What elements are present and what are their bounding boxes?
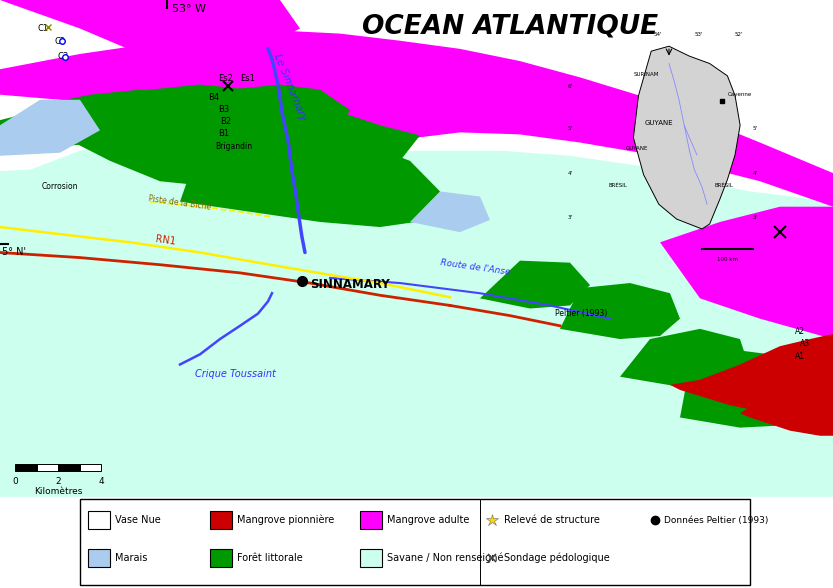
Bar [360,549,382,567]
Text: 4': 4' [753,171,758,176]
Polygon shape [750,370,833,423]
Text: C1: C1 [38,24,49,32]
Text: A1: A1 [795,352,805,362]
Polygon shape [680,349,800,427]
Text: B1: B1 [218,129,229,138]
Polygon shape [633,46,740,229]
Polygon shape [0,151,833,324]
Bar [210,511,232,529]
Text: C2: C2 [55,37,66,46]
Text: GUYANE: GUYANE [626,146,648,151]
Polygon shape [620,329,750,387]
Bar [58,464,79,472]
Text: Marais: Marais [115,553,147,563]
Polygon shape [0,192,833,497]
Text: Données Peltier (1993): Données Peltier (1993) [664,516,768,524]
Polygon shape [180,141,440,227]
Polygon shape [740,365,833,436]
FancyBboxPatch shape [80,499,750,585]
Text: Kilomètres: Kilomètres [34,487,82,496]
Text: Piste de la Biche: Piste de la Biche [148,194,212,212]
Polygon shape [0,89,200,151]
Text: 3': 3' [753,215,758,220]
Polygon shape [0,100,100,156]
Bar [79,464,101,472]
Text: Cayenne: Cayenne [727,92,751,96]
Text: Crique Toussaint: Crique Toussaint [195,369,276,379]
Text: 5': 5' [753,126,758,131]
Text: 2: 2 [55,477,61,486]
Text: B4: B4 [208,93,219,102]
Text: Route de l'Anse: Route de l'Anse [440,258,511,277]
Text: A2: A2 [795,327,805,336]
Text: 52': 52' [735,32,744,38]
Text: C3: C3 [58,52,69,61]
Text: Mangrove adulte: Mangrove adulte [387,515,469,525]
Text: 100 km: 100 km [717,257,738,262]
Bar [360,511,382,529]
Text: GUYANE: GUYANE [645,120,673,126]
Text: Es2: Es2 [218,75,233,83]
Polygon shape [0,0,300,59]
Polygon shape [0,85,420,186]
Polygon shape [200,85,350,135]
Text: B3: B3 [218,105,229,114]
Polygon shape [700,196,833,293]
Text: Savane / Non renseigné: Savane / Non renseigné [387,553,503,563]
Text: Peltier (1993): Peltier (1993) [555,309,607,318]
Text: Brigandin: Brigandin [215,142,252,151]
Text: 53': 53' [695,32,703,38]
Text: Es1: Es1 [240,75,255,83]
Polygon shape [0,131,400,232]
Polygon shape [0,31,833,207]
Text: BRÉSIL: BRÉSIL [608,183,627,188]
Text: SINNAMARY: SINNAMARY [310,278,390,291]
Text: 3': 3' [567,215,572,220]
Polygon shape [380,202,833,329]
Text: RN1: RN1 [155,233,177,246]
Text: Mangrove pionnière: Mangrove pionnière [237,515,334,525]
Text: Forêt littorale: Forêt littorale [237,553,302,563]
Polygon shape [660,207,833,339]
Bar [15,464,37,472]
Polygon shape [560,283,680,339]
Text: 0: 0 [12,477,17,486]
Text: OCEAN ATLANTIQUE: OCEAN ATLANTIQUE [362,14,658,39]
Text: Relevé de structure: Relevé de structure [504,515,600,525]
Text: 54': 54' [654,32,662,38]
Bar [210,549,232,567]
Text: 4': 4' [567,171,572,176]
Polygon shape [670,334,833,417]
Bar [88,549,110,567]
Text: 5° N': 5° N' [2,246,26,256]
Text: Sondage pédologique: Sondage pédologique [504,553,610,563]
Polygon shape [410,192,490,232]
Text: 6': 6' [567,84,572,89]
Bar [88,511,110,529]
Text: B2: B2 [220,117,231,126]
Text: BRÉSIL: BRÉSIL [715,183,734,188]
Text: 53° W: 53° W [172,4,206,14]
Text: Vase Nue: Vase Nue [115,515,161,525]
Polygon shape [150,0,833,166]
Text: A3: A3 [800,339,811,348]
Text: Le Sinnamary: Le Sinnamary [272,52,308,122]
Text: 5': 5' [567,126,572,131]
Text: 4: 4 [98,477,104,486]
Text: Corrosion: Corrosion [42,182,78,191]
Polygon shape [480,260,590,309]
Bar [37,464,58,472]
Text: SURINAM: SURINAM [633,72,659,77]
